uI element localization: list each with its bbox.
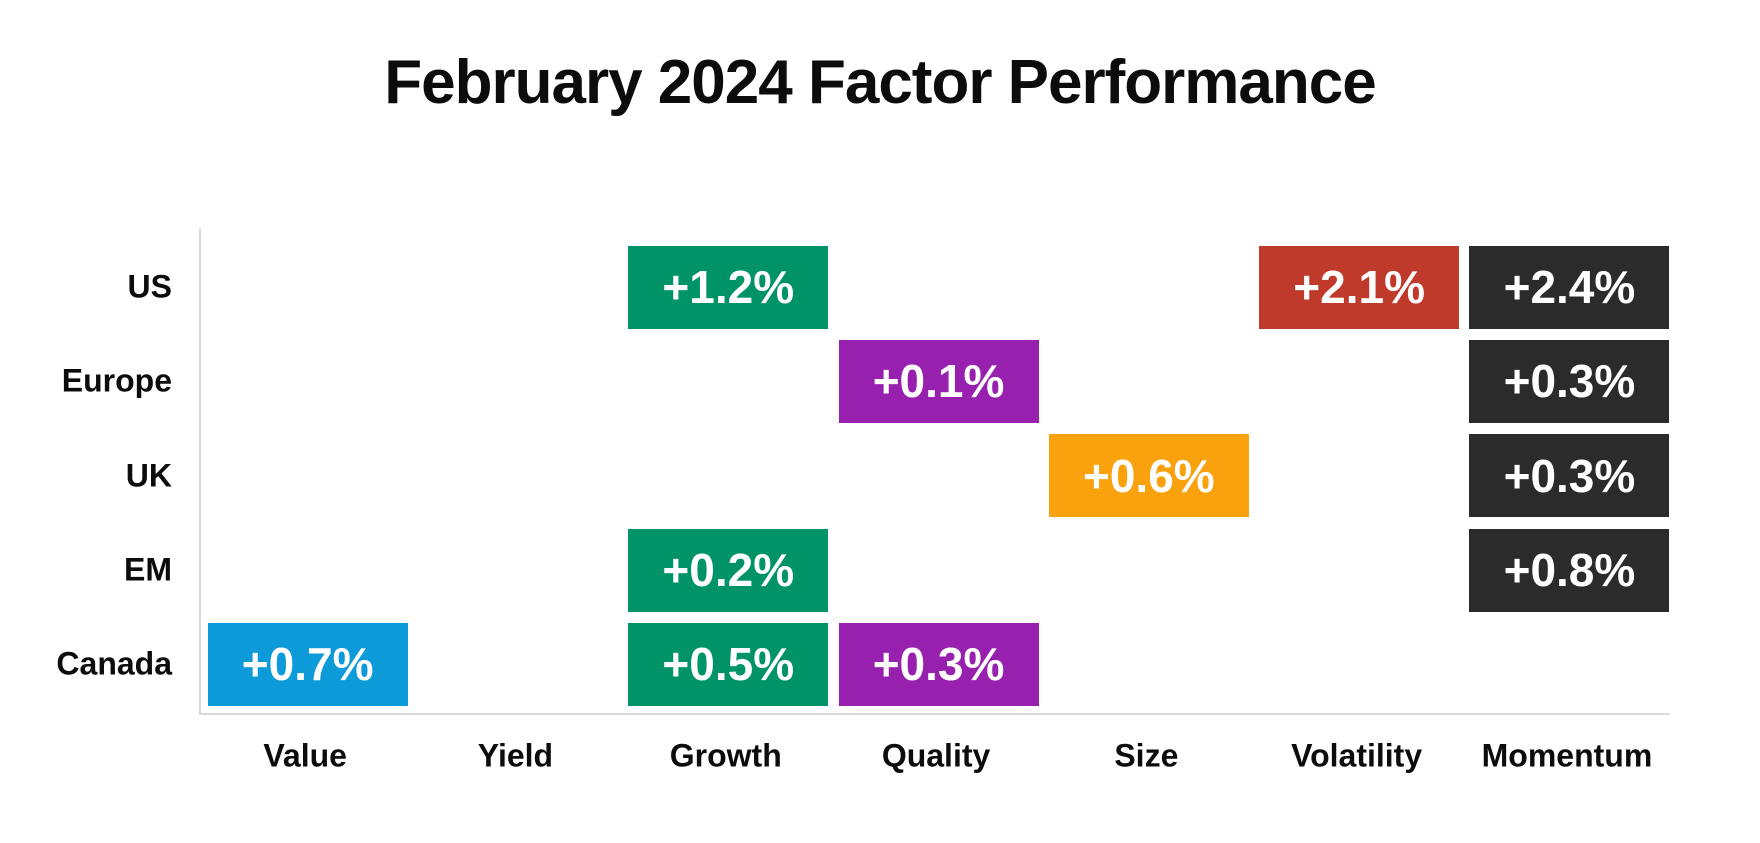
cell-uk-momentum: +0.3% <box>1469 434 1670 518</box>
cell-canada-value: +0.7% <box>207 622 408 706</box>
col-label-quality: Quality <box>881 737 991 774</box>
x-axis-line <box>199 713 1670 715</box>
cell-value-label: +0.3% <box>1503 449 1636 502</box>
chart-title: February 2024 Factor Performance <box>384 48 1376 117</box>
row-label-canada: Canada <box>56 645 172 682</box>
cell-us-growth: +1.2% <box>628 245 829 329</box>
col-label-volatility: Volatility <box>1291 737 1423 774</box>
cell-value-label: +0.6% <box>1082 449 1215 502</box>
col-label-yield: Yield <box>477 737 554 774</box>
row-label-us: US <box>127 268 172 305</box>
cell-value-label: +0.8% <box>1503 544 1636 597</box>
cell-value-label: +2.4% <box>1503 261 1636 314</box>
cell-europe-momentum: +0.3% <box>1469 339 1670 423</box>
cell-canada-growth: +0.5% <box>628 622 829 706</box>
cell-canada-quality: +0.3% <box>838 622 1039 706</box>
cell-value-label: +0.3% <box>1503 355 1636 408</box>
y-axis-line <box>199 228 201 715</box>
cell-em-momentum: +0.8% <box>1469 528 1670 612</box>
cell-value-label: +0.1% <box>872 355 1005 408</box>
row-label-em: EM <box>124 551 172 588</box>
cell-us-volatility: +2.1% <box>1259 245 1460 329</box>
col-label-growth: Growth <box>669 737 782 774</box>
col-label-value: Value <box>263 737 347 774</box>
row-label-europe: Europe <box>61 362 172 399</box>
cell-europe-quality: +0.1% <box>838 339 1039 423</box>
cell-value-label: +0.7% <box>241 638 374 691</box>
cell-em-growth: +0.2% <box>628 528 829 612</box>
row-label-uk: UK <box>125 457 172 494</box>
cell-uk-size: +0.6% <box>1048 434 1249 518</box>
cell-value-label: +1.2% <box>662 261 795 314</box>
cell-value-label: +0.2% <box>662 544 795 597</box>
cell-value-label: +2.1% <box>1293 261 1425 314</box>
col-label-momentum: Momentum <box>1481 737 1653 774</box>
cell-value-label: +0.5% <box>662 638 795 691</box>
cell-value-label: +0.3% <box>872 638 1005 691</box>
col-label-size: Size <box>1114 737 1179 774</box>
cell-us-momentum: +2.4% <box>1469 245 1670 329</box>
